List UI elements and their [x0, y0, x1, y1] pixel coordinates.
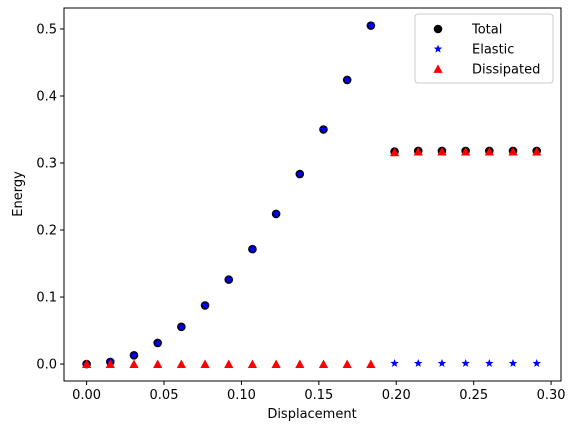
legend-marker-elastic	[433, 44, 443, 53]
y-axis-label: Energy	[11, 171, 26, 217]
elastic-point	[177, 322, 186, 331]
dissipated-point	[366, 359, 376, 368]
elastic-point	[437, 358, 447, 367]
dissipated-point	[413, 147, 423, 156]
dissipated-point	[318, 359, 329, 368]
elastic-point	[248, 244, 257, 253]
dissipated-point	[224, 359, 234, 368]
data-markers	[82, 21, 542, 369]
dissipated-point	[295, 359, 305, 368]
elastic-point	[508, 358, 518, 367]
legend-label-total: Total	[471, 23, 502, 38]
dissipated-point	[105, 359, 115, 368]
dissipated-point	[271, 359, 281, 368]
y-tick-label: 0.0	[36, 358, 57, 373]
x-tick-label: 0.05	[150, 388, 179, 403]
x-tick-label: 0.00	[72, 388, 101, 403]
dissipated-point	[389, 147, 400, 157]
legend-frame	[414, 13, 554, 84]
elastic-point	[271, 209, 281, 218]
x-tick-label: 0.15	[304, 388, 333, 403]
x-axis-ticks: 0.00 0.05 0.10 0.15 0.20 0.25 0.30	[72, 381, 566, 403]
y-tick-label: 0.2	[36, 224, 57, 239]
dissipated-point	[153, 359, 163, 368]
legend: Total Elastic Dissipated	[414, 13, 554, 84]
legend-marker-total	[433, 24, 443, 34]
elastic-point	[414, 358, 423, 367]
dissipated-point	[342, 359, 352, 368]
legend-label-dissipated: Dissipated	[472, 63, 540, 78]
dissipated-point	[461, 147, 471, 156]
series-elastic	[82, 21, 541, 368]
y-tick-label: 0.4	[36, 89, 57, 104]
y-tick-label: 0.3	[36, 157, 57, 172]
series-dissipated	[82, 147, 542, 368]
legend-marker-dissipated	[433, 64, 443, 73]
elastic-point	[224, 275, 233, 284]
elastic-point	[532, 358, 541, 367]
elastic-point	[343, 75, 352, 84]
elastic-point	[366, 21, 376, 30]
dissipated-point	[508, 147, 518, 156]
x-tick-label: 0.20	[382, 388, 411, 403]
elastic-point	[200, 301, 210, 309]
dissipated-point	[532, 147, 542, 156]
x-tick-label: 0.30	[537, 388, 566, 403]
legend-label-elastic: Elastic	[472, 43, 514, 58]
elastic-point	[390, 358, 399, 367]
y-axis-ticks: 0.0 0.1 0.2 0.3 0.4 0.5	[36, 22, 64, 373]
elastic-point	[461, 358, 470, 367]
dissipated-point	[82, 359, 92, 368]
dissipated-point	[437, 147, 447, 156]
y-tick-label: 0.1	[36, 291, 57, 306]
elastic-point	[485, 358, 494, 367]
dissipated-point	[247, 359, 258, 368]
dissipated-point	[200, 359, 210, 368]
x-axis-label: Displacement	[267, 407, 356, 422]
dissipated-point	[176, 359, 186, 368]
x-tick-label: 0.10	[227, 388, 256, 403]
elastic-point	[153, 338, 162, 347]
dissipated-point	[129, 359, 139, 368]
y-tick-label: 0.5	[36, 22, 57, 37]
elastic-point	[319, 125, 328, 134]
elastic-point	[295, 169, 304, 178]
dissipated-point	[484, 147, 494, 156]
elastic-point	[129, 350, 139, 359]
x-tick-label: 0.25	[459, 388, 488, 403]
